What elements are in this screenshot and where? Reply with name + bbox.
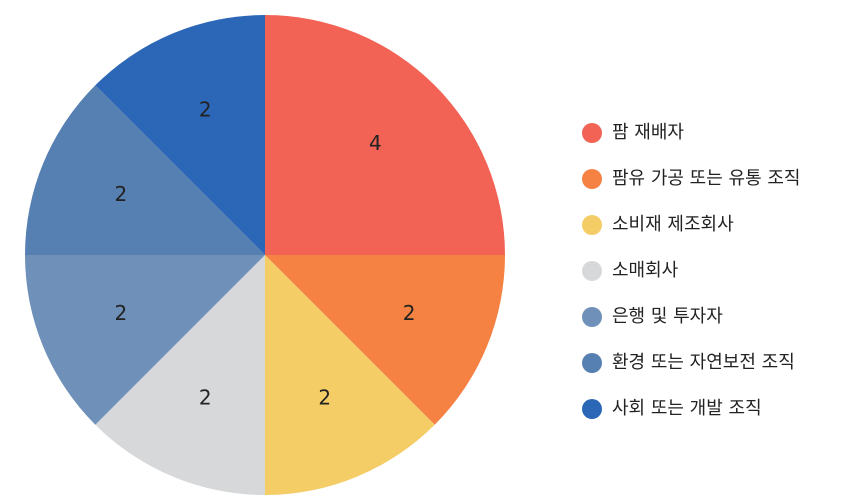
legend-marker — [582, 261, 602, 281]
pie-slice — [265, 255, 505, 425]
pie-slice — [265, 15, 505, 255]
pie-slice — [25, 255, 265, 425]
legend-marker — [582, 123, 602, 143]
legend-label: 팜 재배자 — [612, 122, 684, 143]
legend-label: 소비재 제조회사 — [612, 214, 734, 235]
pie-slice — [95, 15, 265, 255]
legend-marker — [582, 169, 602, 189]
legend-marker — [582, 307, 602, 327]
legend-label: 은행 및 투자자 — [612, 306, 723, 327]
slice-label: 2 — [115, 301, 128, 325]
legend-marker — [582, 399, 602, 419]
legend-label: 사회 또는 개발 조직 — [612, 398, 762, 419]
pie-slice — [265, 255, 435, 495]
slice-label: 2 — [403, 301, 416, 325]
slice-label: 2 — [199, 386, 212, 410]
legend-marker — [582, 353, 602, 373]
legend-label: 환경 또는 자연보전 조직 — [612, 352, 795, 373]
slice-label: 4 — [369, 131, 382, 155]
pie-slice — [95, 255, 265, 495]
legend-marker — [582, 215, 602, 235]
pie-slice — [25, 85, 265, 255]
legend-label: 소매회사 — [612, 260, 679, 281]
legend-label: 팜유 가공 또는 유통 조직 — [612, 168, 801, 189]
slice-label: 2 — [115, 182, 128, 206]
slice-label: 2 — [199, 97, 212, 121]
slice-label: 2 — [318, 386, 331, 410]
